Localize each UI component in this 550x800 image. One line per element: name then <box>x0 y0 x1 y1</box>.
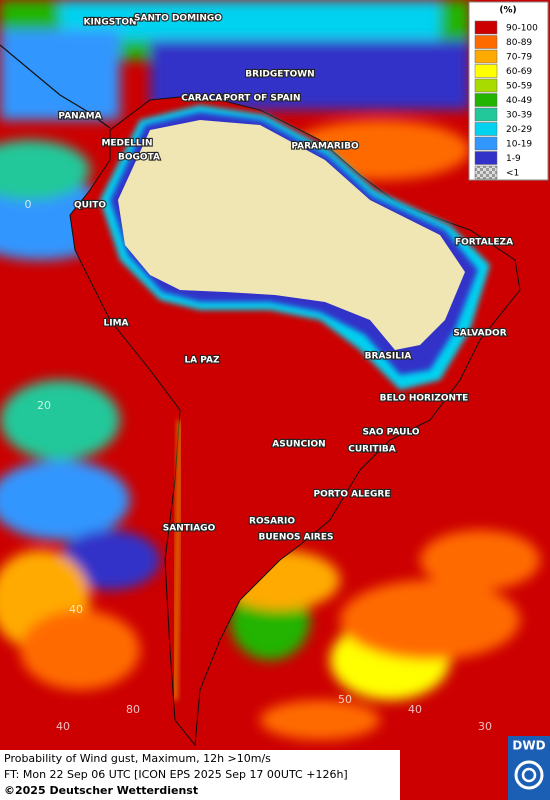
grid-label: 40 <box>408 703 422 716</box>
legend-swatch <box>474 20 498 35</box>
legend-swatch <box>474 122 498 136</box>
andes-ridge <box>173 419 182 701</box>
legend-label: 60-69 <box>506 67 532 77</box>
city-label: PANAMA <box>58 112 101 122</box>
low-probability-area <box>118 120 465 350</box>
city-label: QUITO <box>74 201 106 211</box>
city-label: MEDELLIN <box>101 139 152 149</box>
logo-icon <box>521 767 537 783</box>
city-label: SALVADOR <box>453 329 506 339</box>
city-label: CARACAS <box>181 94 229 104</box>
city-label: CURITIBA <box>348 445 396 455</box>
legend: (%) 90-100 80-89 70-79 60-69 50-59 40-49 30-39… <box>468 1 549 181</box>
footer-line: Probability of Wind gust, Maximum, 12h >… <box>4 752 271 765</box>
legend-label: <1 <box>506 169 519 179</box>
legend-label: 70-79 <box>506 53 532 63</box>
city-label: LA PAZ <box>184 356 220 366</box>
legend-swatch <box>474 93 498 107</box>
logo-text: DWD <box>512 739 545 753</box>
city-label: BRASILIA <box>365 352 412 362</box>
footer-line: FT: Mon 22 Sep 06 UTC [ICON EPS 2025 Sep… <box>4 768 348 781</box>
city-label: LIMA <box>103 319 128 329</box>
city-label: BUENOS AIRES <box>259 533 334 543</box>
legend-label: 30-39 <box>506 111 532 121</box>
legend-label: 1-9 <box>506 154 521 164</box>
legend-swatch <box>474 35 498 49</box>
central-america <box>0 44 111 129</box>
city-label: BOGOTA <box>118 153 160 163</box>
grid-label: 50 <box>338 693 352 706</box>
grid-label: 80 <box>126 703 140 716</box>
city-label: SAO PAULO <box>362 428 419 438</box>
city-label: SANTO DOMINGO <box>134 14 222 24</box>
legend-swatch <box>474 165 498 180</box>
footer-line: ©2025 Deutscher Wetterdienst <box>4 784 198 797</box>
legend-swatch <box>474 78 498 93</box>
city-label: KINGSTON <box>83 18 136 28</box>
logo-icon <box>514 760 544 790</box>
legend-label: 20-29 <box>506 125 532 135</box>
grid-label: 30 <box>478 720 492 733</box>
city-label: FORTALEZA <box>455 238 513 248</box>
city-label: ASUNCION <box>272 440 325 450</box>
legend-label: 50-59 <box>506 82 532 92</box>
city-label: SANTIAGO <box>163 524 216 534</box>
legend-label: 80-89 <box>506 38 532 48</box>
grid-label: 40 <box>69 603 83 616</box>
legend-swatch <box>474 49 498 64</box>
city-label: PARAMARIBO <box>291 142 359 152</box>
city-label: BRIDGETOWN <box>245 70 314 80</box>
grid-label: 40 <box>56 720 70 733</box>
footer-box <box>0 750 400 800</box>
legend-swatch <box>474 64 498 78</box>
grid-label: 20 <box>37 399 51 412</box>
legend-label: 40-49 <box>506 96 532 106</box>
city-label: ROSARIO <box>249 517 295 527</box>
city-label: PORT OF SPAIN <box>223 94 300 104</box>
legend-swatch <box>474 107 498 122</box>
legend-swatch <box>474 136 498 151</box>
legend-label: 10-19 <box>506 140 532 150</box>
city-label: PORTO ALEGRE <box>313 490 390 500</box>
city-label: BELO HORIZONTE <box>380 394 469 404</box>
legend-swatch <box>474 151 498 165</box>
legend-title: (%) <box>499 6 516 16</box>
legend-label: 90-100 <box>506 24 538 34</box>
grid-label: 0 <box>25 198 32 211</box>
